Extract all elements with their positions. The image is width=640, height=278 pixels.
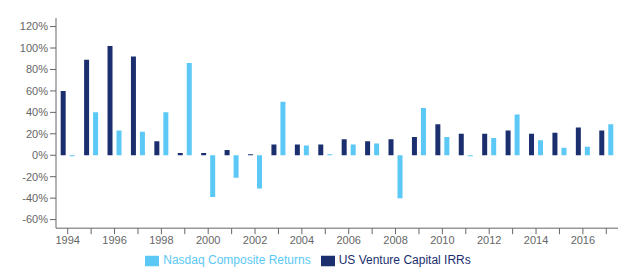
svg-text:2004: 2004 xyxy=(290,234,314,246)
svg-text:2010: 2010 xyxy=(430,234,454,246)
svg-text:20%: 20% xyxy=(26,128,48,140)
svg-text:80%: 80% xyxy=(26,63,48,75)
svg-text:1994: 1994 xyxy=(55,234,79,246)
svg-text:2016: 2016 xyxy=(571,234,595,246)
svg-text:0%: 0% xyxy=(32,149,48,161)
svg-text:60%: 60% xyxy=(26,85,48,97)
svg-text:120%: 120% xyxy=(20,20,48,32)
svg-text:1996: 1996 xyxy=(102,234,126,246)
svg-text:2012: 2012 xyxy=(477,234,501,246)
svg-text:2008: 2008 xyxy=(383,234,407,246)
svg-text:-20%: -20% xyxy=(22,171,48,183)
svg-text:2006: 2006 xyxy=(336,234,360,246)
html-text:Nasdaq Composite Returns: Nasdaq Composite Returns xyxy=(163,253,311,268)
html-text:US Venture Capital IRRs: US Venture Capital IRRs xyxy=(338,253,471,268)
svg-text:-40%: -40% xyxy=(22,192,48,204)
svg-text:-60%: -60% xyxy=(22,213,48,225)
svg-text:2014: 2014 xyxy=(524,234,548,246)
svg-text:1998: 1998 xyxy=(149,234,173,246)
svg-text:2002: 2002 xyxy=(243,234,267,246)
svg-text:40%: 40% xyxy=(26,106,48,118)
svg-text:2000: 2000 xyxy=(196,234,220,246)
svg-text:100%: 100% xyxy=(20,42,48,54)
